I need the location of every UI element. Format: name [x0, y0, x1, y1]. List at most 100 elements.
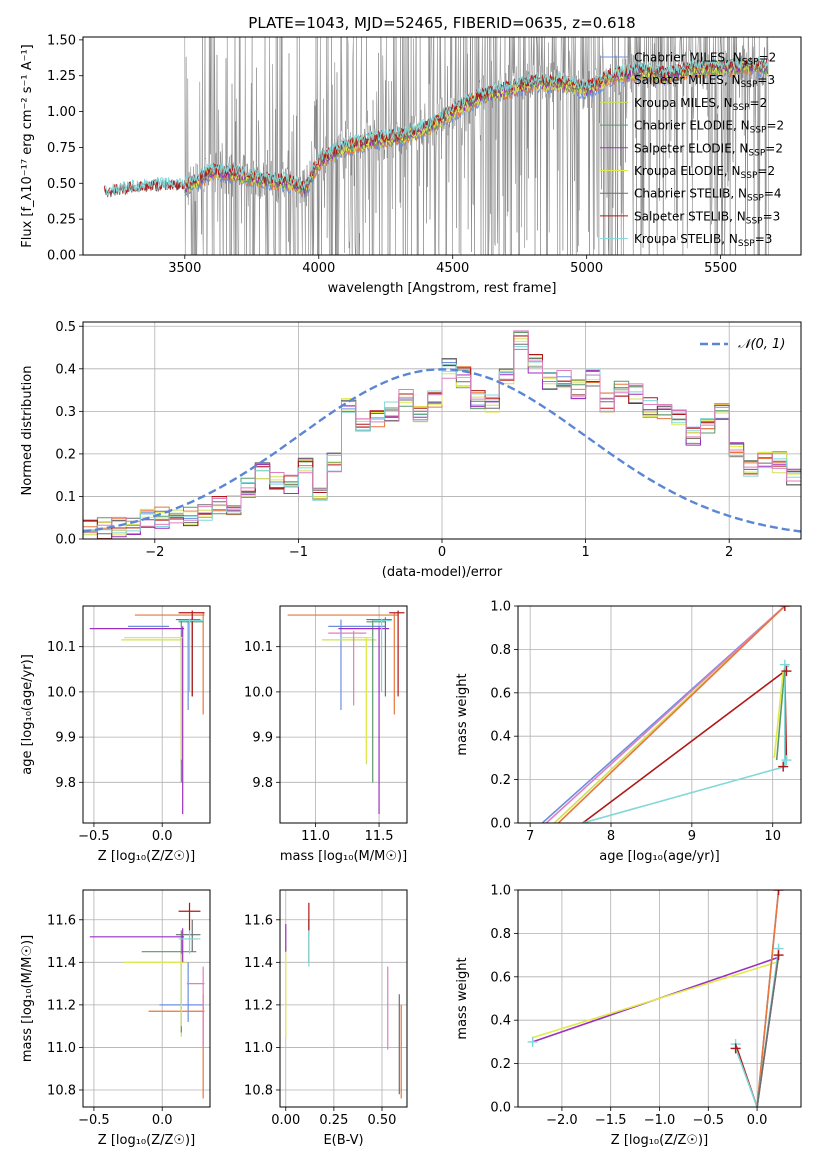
massweight_vs_Z-ytick-label: 0.8: [490, 927, 511, 942]
age_vs_Z-ytick-label: 10.0: [47, 685, 76, 700]
massweight_vs_Z-ytick-label: 1.0: [490, 884, 511, 899]
massweight_vs_Z-ytick-label: 0.6: [490, 970, 511, 985]
massweight_vs_age-series-salpeter_miles: [557, 606, 786, 823]
massweight_vs_age-series-pink: [545, 606, 786, 823]
legend-sub: SSP: [750, 126, 767, 136]
residuals-ytick-label: 0.1: [55, 490, 76, 505]
age_vs_Z-xtick-label: −0.5: [78, 829, 110, 844]
age_vs_mass-xtick-label: 11.0: [301, 829, 330, 844]
massweight_vs_Z-series-kroupa_elodie: [532, 960, 779, 1039]
massweight_vs_age-plot: [541, 606, 792, 823]
massweight_vs_age-ytick-label: 0.6: [490, 686, 511, 701]
mass_vs_Z-ylabel: mass [log₁₀(M/M☉)]: [20, 935, 35, 1062]
massweight_vs_age-ytick-label: 0.4: [490, 730, 511, 745]
massweight_vs_Z-xlabel: Z [log₁₀(Z/Z☉)]: [611, 1133, 708, 1148]
residuals-ytick-label: 0.3: [55, 405, 76, 420]
spectrum-ytick-label: 0.75: [47, 141, 76, 156]
legend-label-salpeter_elodie: Salpeter ELODIE, NSSP=2: [634, 141, 783, 158]
massweight_vs_age-series-kroupa_elodie: [773, 671, 784, 758]
massweight_vs_age-ylabel: mass weight: [455, 673, 470, 755]
legend-label-chabrier_miles: Chabrier MILES, NSSP=2: [634, 51, 776, 68]
residuals-frame: [82, 321, 802, 540]
age_vs_mass-ytick-label: 9.9: [252, 731, 273, 746]
mass_vs_ebv-xtick-label: 0.00: [271, 1113, 300, 1128]
residuals-xtick-label: −2: [145, 545, 164, 560]
spectrum-xtick-label: 5500: [704, 261, 737, 276]
residuals-ytick-label: 0.4: [55, 362, 76, 377]
spectrum-xtick-label: 4500: [436, 261, 469, 276]
age_vs_Z-xlabel: Z [log₁₀(Z/Z☉)]: [98, 849, 195, 864]
mass_vs_ebv-ytick-label: 11.4: [244, 956, 273, 971]
legend-sub: SSP: [738, 239, 755, 249]
residuals-xlabel: (data-model)/error: [382, 565, 503, 580]
spectrum-ytick-label: 0.00: [47, 249, 76, 264]
spectrum-legend: Chabrier MILES, NSSP=2 Salpeter MILES, NS…: [600, 51, 784, 249]
spectrum-ytick-label: 0.25: [47, 213, 76, 228]
mass_vs_Z-xtick-label: 0.0: [152, 1113, 173, 1128]
residuals-plot: [83, 330, 801, 539]
mass_vs_ebv-xtick-label: 0.25: [319, 1113, 348, 1128]
age_vs_mass-ytick-label: 9.8: [252, 776, 273, 791]
massweight_vs_Z-xtick-label: −1.5: [595, 1113, 627, 1128]
legend-suffix: =2: [757, 164, 775, 178]
age_vs_mass-ytick-label: 10.1: [244, 640, 273, 655]
age_vs_mass-xtick-label: 11.5: [365, 829, 394, 844]
residuals-ytick-label: 0.0: [55, 533, 76, 548]
massweight_vs_age-frame: [517, 605, 802, 824]
age_vs_Z-frame: [82, 605, 211, 824]
spectrum-ytick-label: 1.50: [47, 33, 76, 48]
figure-title: PLATE=1043, MJD=52465, FIBERID=0635, z=0…: [248, 14, 635, 32]
spectrum-ytick-label: 0.50: [47, 177, 76, 192]
legend-sub: SSP: [747, 194, 764, 204]
age_vs_Z-xtick-label: 0.0: [152, 829, 173, 844]
residuals-ytick-label: 0.5: [55, 320, 76, 335]
model-line-kroupa_stelib: [104, 55, 769, 196]
legend-suffix: =4: [764, 187, 782, 201]
mass_vs_ebv-ytick-label: 10.8: [244, 1083, 273, 1098]
legend-sub: SSP: [741, 171, 758, 181]
mass_vs_ebv-plot: [285, 902, 402, 1099]
age_vs_Z-ytick-label: 9.8: [55, 776, 76, 791]
massweight_vs_Z-xtick-label: 0.0: [747, 1113, 768, 1128]
massweight_vs_age-ytick-label: 1.0: [490, 600, 511, 615]
residuals-xtick-label: 0: [438, 545, 446, 560]
age_vs_Z-plot: [89, 610, 205, 814]
age_vs_mass-xlabel: mass [log₁₀(M/M☉)]: [280, 849, 407, 864]
legend-label-chabrier_stelib: Chabrier STELIB, NSSP=4: [634, 187, 782, 204]
massweight_vs_Z-ytick-label: 0.4: [490, 1014, 511, 1029]
residuals-axes: −2 −1 0 1 2 0.0 0.1 0.2 0.3 0.4 0.5 (data-model)/er…: [20, 320, 801, 580]
legend-suffix: =2: [766, 119, 784, 133]
residual-hist-pink: [83, 330, 801, 533]
spectrum-plot: [103, 37, 769, 255]
mass_vs_ebv-frame: [279, 889, 408, 1108]
legend-sub: SSP: [746, 216, 763, 226]
mass_vs_Z-frame: [82, 889, 211, 1108]
massweight_vs_Z-xtick-label: −0.5: [693, 1113, 725, 1128]
legend-sub: SSP: [742, 58, 759, 68]
massweight_vs_age-ytick-label: 0.8: [490, 643, 511, 658]
legend-label-salpeter_stelib: Salpeter STELIB, NSSP=3: [634, 209, 780, 226]
legend-suffix: =2: [750, 96, 768, 110]
legend-suffix: =3: [755, 232, 773, 246]
massweight_vs_Z-ylabel: mass weight: [455, 957, 470, 1039]
mass_vs_Z-xlabel: Z [log₁₀(Z/Z☉)]: [98, 1133, 195, 1148]
residual-hist-kroupa_stelib: [83, 346, 801, 534]
residual-hist-kroupa_miles: [83, 338, 801, 536]
mass_vs_ebv-ytick-label: 11.2: [244, 998, 273, 1013]
residuals-xtick-label: 1: [581, 545, 589, 560]
massweight_vs_age-series-salpeter_stelib: [582, 669, 788, 823]
spectrum-axes: 3500 4000 4500 5000 5500 0.00 0.25 0.50 0.75 1.00…: [20, 33, 737, 296]
massweight_vs_age-xtick-label: 7: [526, 829, 534, 844]
spectrum-xtick-label: 5000: [570, 261, 603, 276]
residuals-ytick-label: 0.2: [55, 447, 76, 462]
mass_vs_Z-ytick-label: 11.6: [47, 913, 76, 928]
legend-label-kroupa_stelib: Kroupa STELIB, NSSP=3: [634, 232, 772, 249]
massweight_vs_Z-ytick-label: 0.2: [490, 1057, 511, 1072]
mass_vs_ebv-xlabel: E(B-V): [323, 1133, 363, 1148]
mass_vs_ebv-xtick-label: 0.50: [368, 1113, 397, 1128]
legend-suffix: =2: [765, 141, 783, 155]
age_vs_Z-ytick-label: 9.9: [55, 731, 76, 746]
massweight_vs_age-xtick-label: 10: [764, 829, 781, 844]
residual-hist-chabrier_stelib: [83, 343, 801, 535]
